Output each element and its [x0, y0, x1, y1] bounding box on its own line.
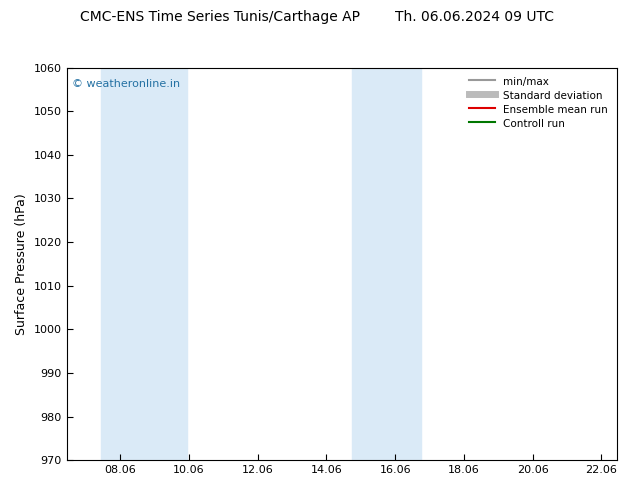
Bar [352, 68, 420, 460]
Text: CMC-ENS Time Series Tunis/Carthage AP        Th. 06.06.2024 09 UTC: CMC-ENS Time Series Tunis/Carthage AP Th… [80, 10, 554, 24]
Y-axis label: Surface Pressure (hPa): Surface Pressure (hPa) [15, 193, 28, 335]
Text: © weatheronline.in: © weatheronline.in [72, 79, 180, 89]
Bar [101, 68, 187, 460]
Legend: min/max, Standard deviation, Ensemble mean run, Controll run: min/max, Standard deviation, Ensemble me… [466, 73, 611, 132]
